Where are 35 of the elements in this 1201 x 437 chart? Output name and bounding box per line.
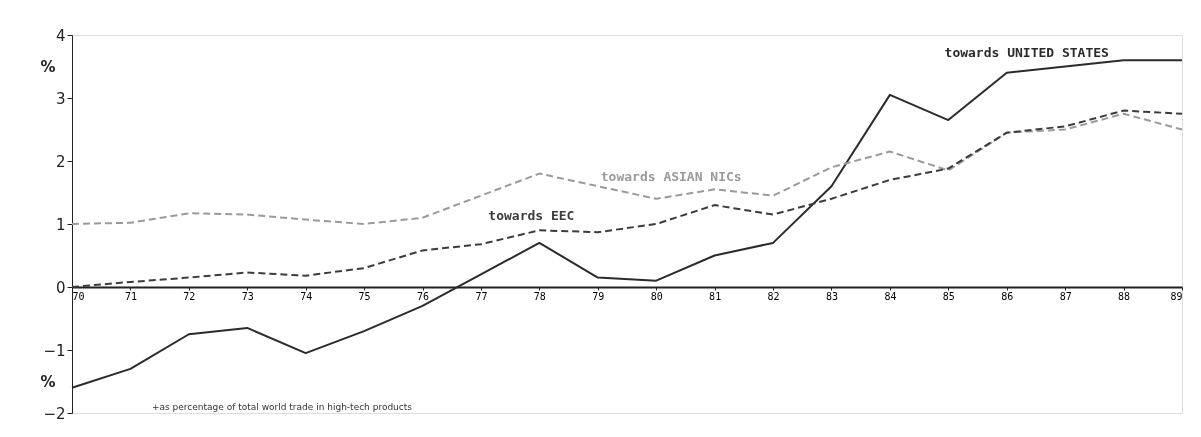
x-tick-label: 85 — [942, 290, 955, 302]
y-tick-label: −1 — [43, 341, 66, 360]
x-tick-label: 89 — [1170, 290, 1183, 302]
x-tick-label: 79 — [592, 290, 605, 302]
line-series — [71, 112, 1183, 225]
x-tick-label: 71 — [124, 290, 137, 302]
series-label: towards EEC — [488, 208, 575, 224]
x-tick-label: 70 — [72, 290, 85, 302]
y-tick-label: 0 — [55, 278, 66, 297]
x-tick-label: 88 — [1118, 290, 1131, 302]
line-series — [71, 109, 1183, 288]
x-tick-label: 78 — [533, 290, 546, 302]
x-tick-label: 82 — [767, 290, 780, 302]
x-tick-label: 72 — [183, 290, 196, 302]
y-axis-title: % — [40, 57, 56, 76]
x-tick-label: 74 — [300, 290, 313, 302]
series-label: towards UNITED STATES — [944, 44, 1110, 60]
x-tick-label: 83 — [825, 290, 838, 302]
series-label: towards ASIAN NICs — [600, 168, 742, 184]
y-tick-label: 4 — [55, 26, 66, 45]
x-tick-label: 84 — [884, 290, 897, 302]
y-tick-label: 1 — [55, 215, 66, 234]
x-tick-label: 86 — [1001, 290, 1014, 302]
y-tick-label: 2 — [55, 152, 66, 171]
x-tick-label: 80 — [650, 290, 663, 302]
annotation: +as percentage of total world trade in high-tech products — [152, 402, 413, 412]
x-tick-label: 81 — [709, 290, 722, 302]
x-tick-label: 75 — [358, 290, 371, 302]
x-tick-label: 73 — [241, 290, 254, 302]
x-tick-label: 76 — [417, 290, 430, 302]
text: % — [40, 372, 56, 391]
y-tick-label: 3 — [55, 89, 66, 108]
x-tick-label: 77 — [475, 290, 488, 302]
x-tick-label: 87 — [1059, 290, 1072, 302]
y-tick-label: −2 — [43, 404, 66, 423]
